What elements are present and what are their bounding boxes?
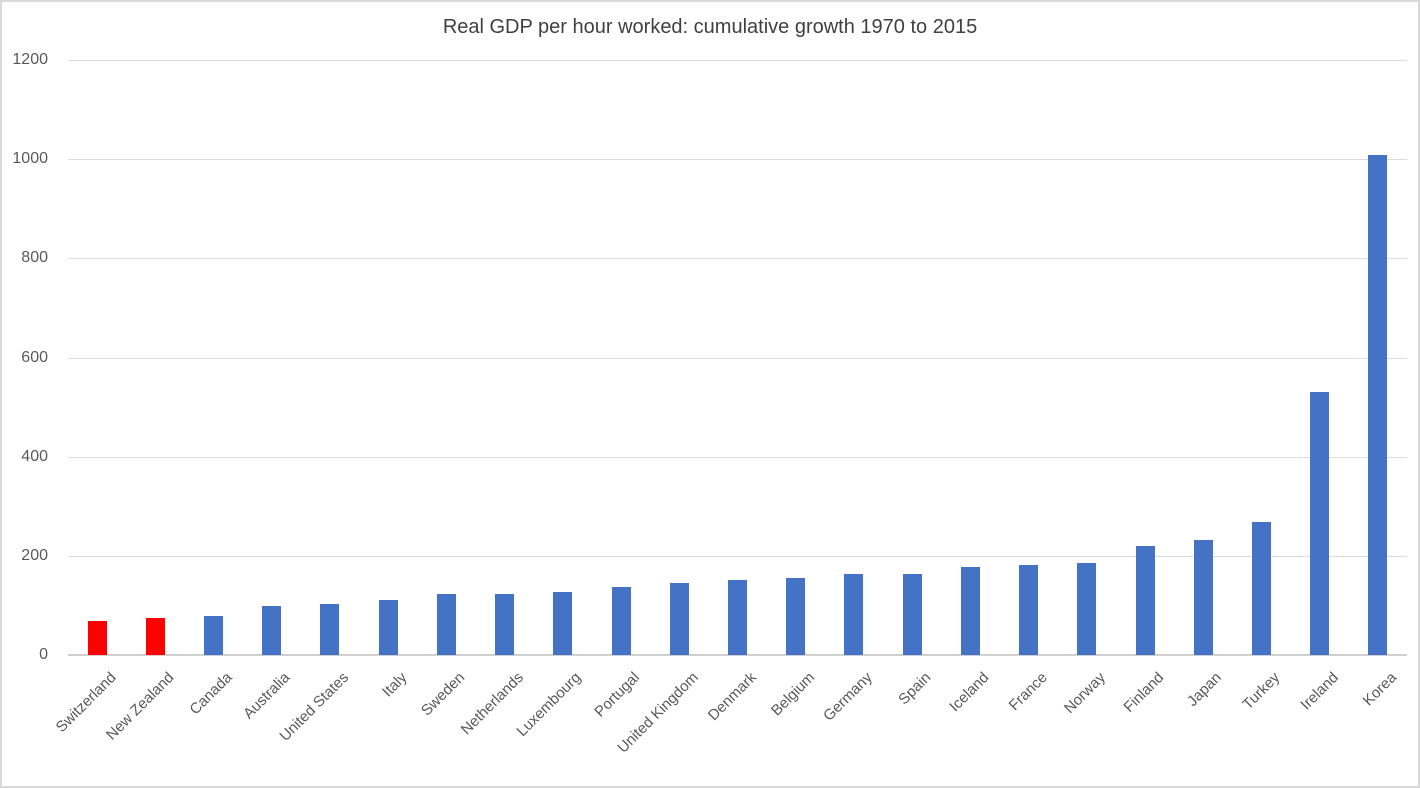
gridline-y-400 bbox=[68, 456, 1407, 458]
bar-united-states bbox=[320, 604, 340, 655]
x-tick-label-canada: Canada bbox=[186, 669, 236, 719]
bar-united-kingdom bbox=[669, 583, 689, 655]
y-tick-label-0: 0 bbox=[39, 646, 48, 663]
y-tick-label-600: 600 bbox=[21, 348, 48, 366]
bar-turkey bbox=[1251, 522, 1271, 655]
chart-title: Real GDP per hour worked: cumulative gro… bbox=[442, 16, 978, 38]
x-tick-label-sweden: Sweden bbox=[418, 669, 469, 720]
y-tick-label-1200: 1200 bbox=[12, 51, 48, 68]
bar-korea bbox=[1368, 155, 1388, 655]
bar-luxembourg bbox=[553, 591, 573, 655]
y-tick-label-1000: 1000 bbox=[12, 150, 48, 168]
bar-new-zealand bbox=[145, 617, 165, 655]
x-tick-label-spain: Spain bbox=[895, 669, 935, 709]
gridline-y-600 bbox=[68, 357, 1407, 359]
x-tick-label-finland: Finland bbox=[1120, 669, 1168, 716]
x-tick-label-denmark: Denmark bbox=[704, 669, 760, 725]
x-tick-label-korea: Korea bbox=[1359, 669, 1400, 710]
gridline-y-1000 bbox=[68, 159, 1407, 161]
bar-norway bbox=[1077, 563, 1097, 655]
gridline-y-1200 bbox=[68, 60, 1407, 61]
x-tick-label-iceland: Iceland bbox=[946, 669, 993, 716]
gridline-y-200 bbox=[68, 555, 1407, 557]
bar-sweden bbox=[436, 593, 456, 655]
bar-netherlands bbox=[495, 593, 515, 655]
bar-portugal bbox=[611, 586, 631, 655]
bar-switzerland bbox=[87, 620, 107, 655]
x-tick-label-germany: Germany bbox=[820, 669, 876, 725]
bar-iceland bbox=[960, 566, 980, 655]
y-tick-label-400: 400 bbox=[21, 447, 48, 465]
x-tick-label-italy: Italy bbox=[378, 669, 411, 701]
x-tick-label-belgium: Belgium bbox=[767, 669, 818, 720]
bar-france bbox=[1019, 565, 1039, 655]
x-tick-label-japan: Japan bbox=[1184, 669, 1226, 710]
x-tick-label-portugal: Portugal bbox=[591, 669, 644, 721]
bar-finland bbox=[1135, 545, 1155, 655]
bar-italy bbox=[378, 600, 398, 655]
bar-japan bbox=[1193, 540, 1213, 655]
x-tick-label-norway: Norway bbox=[1060, 669, 1109, 717]
x-tick-label-turkey: Turkey bbox=[1239, 669, 1284, 714]
bar-ireland bbox=[1310, 392, 1330, 655]
y-tick-label-200: 200 bbox=[21, 546, 48, 564]
bar-germany bbox=[844, 573, 864, 655]
y-tick-label-800: 800 bbox=[21, 249, 48, 267]
x-tick-label-australia: Australia bbox=[240, 669, 294, 723]
x-axis-line bbox=[68, 654, 1407, 656]
bar-denmark bbox=[728, 579, 747, 655]
bar-spain bbox=[902, 573, 922, 655]
bar-belgium bbox=[786, 577, 806, 655]
x-tick-label-ireland: Ireland bbox=[1297, 669, 1342, 714]
gridline-y-800 bbox=[68, 258, 1407, 260]
x-tick-label-france: France bbox=[1005, 669, 1051, 715]
bar-canada bbox=[204, 615, 224, 655]
bar-australia bbox=[262, 605, 282, 655]
